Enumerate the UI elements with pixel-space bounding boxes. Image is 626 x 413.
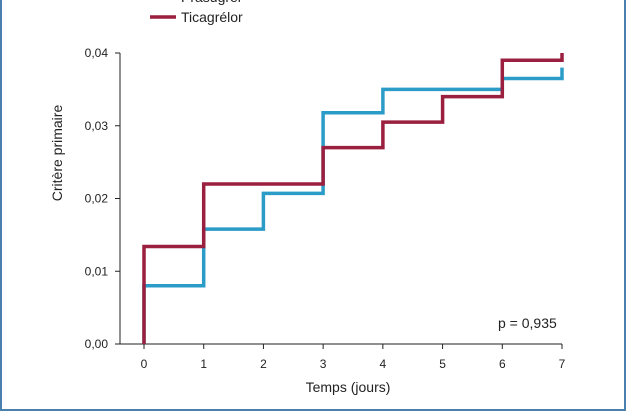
- series-line-ticagrelor: [142, 53, 564, 344]
- y-axis-title: Critère primaire: [49, 105, 65, 202]
- x-axis-title: Temps (jours): [306, 379, 391, 395]
- legend-label: Prasugrel: [181, 0, 241, 5]
- x-tick-label: 1: [200, 357, 207, 371]
- y-tick-label: 0,03: [85, 119, 109, 133]
- x-tick-label: 5: [439, 357, 446, 371]
- x-tick-label: 4: [380, 357, 387, 371]
- series-line-prasugrel: [142, 67, 564, 344]
- legend: Prasugrel Ticagrélor: [150, 0, 243, 25]
- y-tick-label: 0,02: [85, 192, 109, 206]
- x-tick-label: 6: [499, 357, 506, 371]
- axes: 0,00 0,01 0,02 0,03 0,04 0 1 2 3 4 5 6 7: [85, 46, 566, 371]
- y-tick-label: 0,04: [85, 46, 109, 60]
- y-tick-label: 0,01: [85, 264, 109, 278]
- x-tick-label: 0: [141, 357, 148, 371]
- x-tick-label: 2: [260, 357, 267, 371]
- series-layer: [142, 53, 564, 344]
- legend-label: Ticagrélor: [181, 9, 243, 25]
- x-tick-label: 7: [559, 357, 566, 371]
- y-tick-label: 0,00: [85, 337, 109, 351]
- p-value-annotation: p = 0,935: [498, 315, 557, 331]
- x-tick-label: 3: [320, 357, 327, 371]
